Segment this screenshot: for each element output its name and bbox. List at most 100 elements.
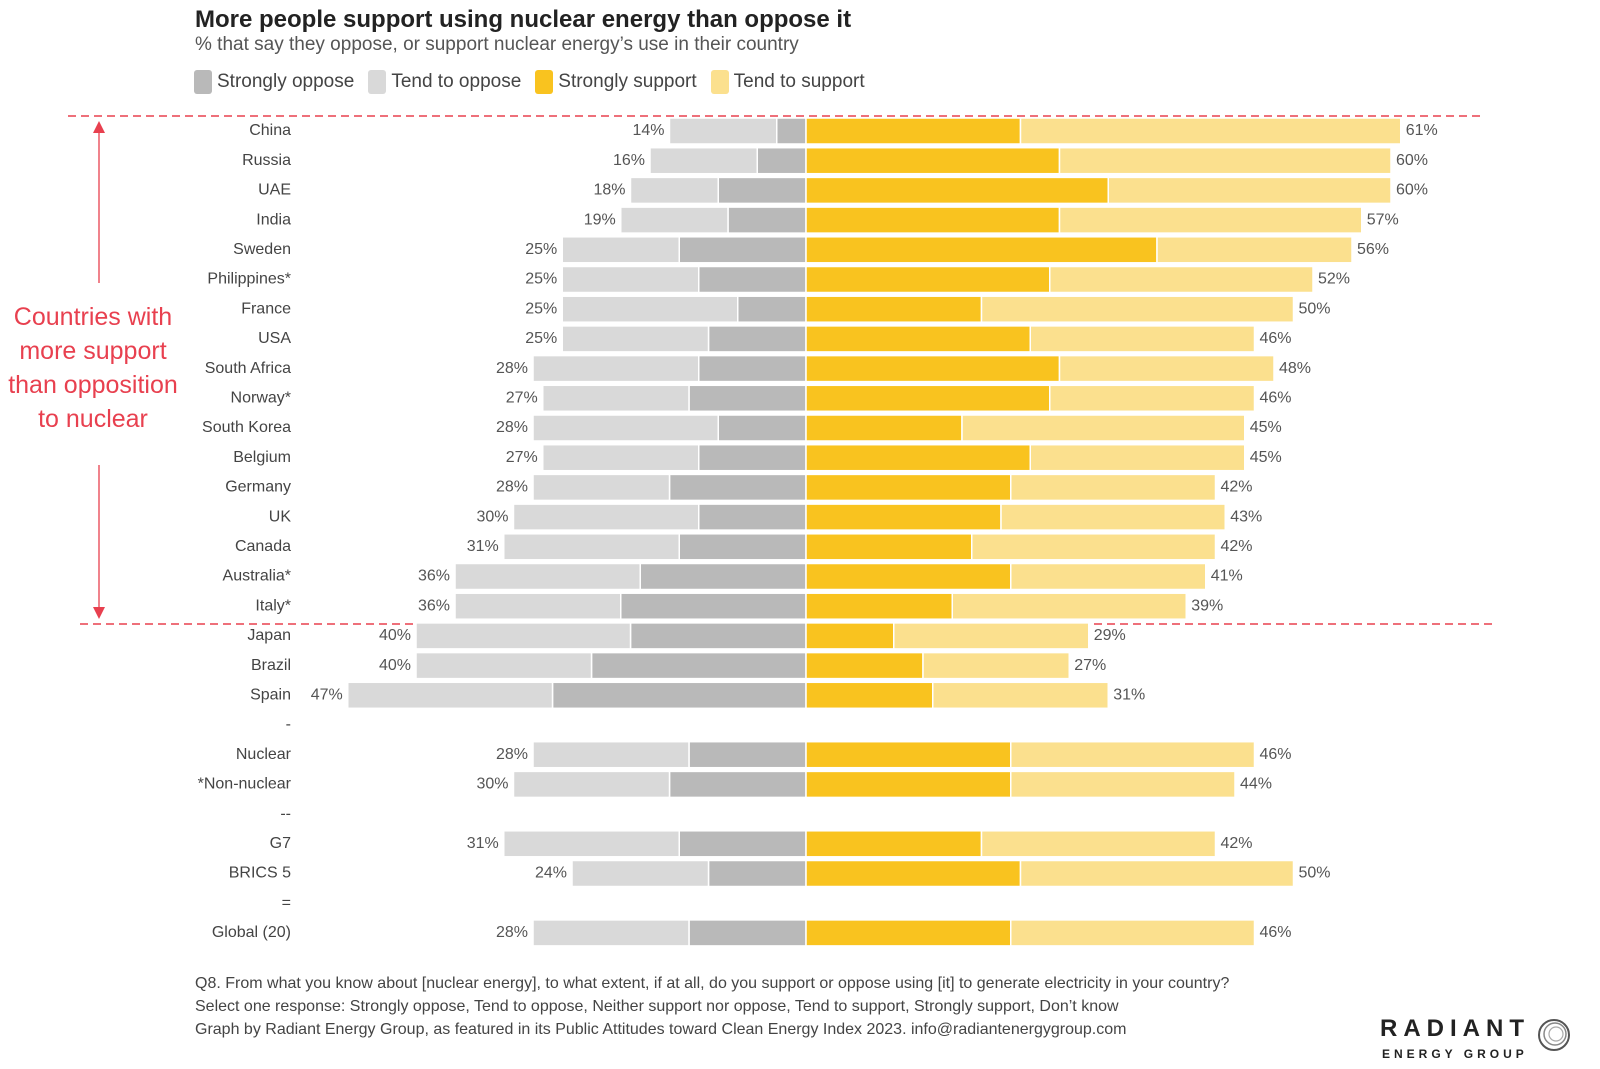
bar-tend-to-support bbox=[1019, 859, 1295, 888]
support-total-label: 48% bbox=[1279, 360, 1311, 377]
bar-strongly-oppose bbox=[756, 146, 807, 175]
bar-tend-to-oppose bbox=[668, 117, 778, 145]
support-total-label: 46% bbox=[1260, 390, 1292, 407]
support-total-label: 41% bbox=[1211, 568, 1243, 585]
bar-strongly-oppose bbox=[698, 265, 807, 294]
support-total-label: 42% bbox=[1221, 479, 1253, 496]
bar-tend-to-oppose bbox=[415, 622, 632, 650]
legend-swatch bbox=[535, 70, 554, 94]
bar-tend-to-oppose bbox=[561, 325, 710, 353]
oppose-total-label: 24% bbox=[535, 865, 567, 882]
bar-tend-to-support bbox=[1107, 176, 1392, 205]
oppose-total-label: 28% bbox=[496, 419, 528, 436]
bar-tend-to-oppose bbox=[454, 562, 641, 591]
oppose-total-label: 18% bbox=[593, 182, 625, 199]
row-label: - bbox=[286, 716, 291, 733]
row-label: India bbox=[256, 211, 291, 228]
row-label: Sweden bbox=[233, 241, 291, 258]
bar-strongly-support bbox=[805, 651, 924, 680]
oppose-total-label: 31% bbox=[467, 538, 499, 555]
oppose-total-label: 28% bbox=[496, 924, 528, 941]
bar-tend-to-support bbox=[1029, 443, 1246, 472]
bar-tend-to-oppose bbox=[454, 592, 622, 620]
bar-strongly-support bbox=[805, 830, 983, 858]
row-label: Nuclear bbox=[236, 746, 292, 763]
bar-tend-to-oppose bbox=[503, 533, 680, 561]
bar-tend-to-oppose bbox=[532, 473, 671, 502]
bar-strongly-support bbox=[805, 146, 1061, 175]
bar-strongly-oppose bbox=[678, 236, 807, 264]
bar-tend-to-support bbox=[1019, 117, 1402, 145]
oppose-total-label: 36% bbox=[418, 597, 450, 614]
bar-tend-to-support bbox=[1010, 770, 1236, 799]
bar-strongly-support bbox=[805, 295, 983, 323]
legend-label: Strongly oppose bbox=[217, 71, 355, 92]
bar-strongly-support bbox=[805, 354, 1061, 383]
bar-strongly-oppose bbox=[717, 414, 807, 442]
bar-tend-to-oppose bbox=[542, 384, 690, 413]
bar-tend-to-support bbox=[1029, 325, 1256, 353]
bar-strongly-support bbox=[805, 325, 1031, 353]
bar-tend-to-support bbox=[971, 533, 1217, 561]
row-label: Philippines* bbox=[207, 271, 291, 288]
support-total-label: 46% bbox=[1260, 924, 1292, 941]
footnote-source: Graph by Radiant Energy Group, as featur… bbox=[195, 1021, 1127, 1038]
support-total-label: 46% bbox=[1260, 746, 1292, 763]
support-total-label: 42% bbox=[1221, 538, 1253, 555]
oppose-total-label: 47% bbox=[311, 687, 343, 704]
bar-tend-to-oppose bbox=[649, 146, 758, 175]
bar-strongly-oppose bbox=[678, 830, 807, 858]
row-label: South Korea bbox=[202, 419, 291, 436]
support-total-label: 31% bbox=[1113, 687, 1145, 704]
bar-strongly-support bbox=[805, 533, 973, 561]
row-label: Russia bbox=[242, 152, 291, 169]
row-label: Global (20) bbox=[212, 924, 291, 941]
row-label: -- bbox=[280, 805, 291, 822]
annotation-arrow-down-head bbox=[93, 607, 105, 619]
bar-strongly-oppose bbox=[727, 206, 807, 234]
bar-tend-to-oppose bbox=[561, 295, 739, 323]
legend-swatch bbox=[194, 70, 212, 94]
bar-tend-to-support bbox=[1058, 206, 1363, 234]
legend-label: Tend to oppose bbox=[391, 71, 522, 92]
support-total-label: 42% bbox=[1221, 835, 1253, 852]
legend: Strongly oppose Tend to oppose Strongly … bbox=[194, 70, 865, 94]
bar-strongly-support bbox=[805, 473, 1012, 502]
bar-strongly-support bbox=[805, 265, 1051, 294]
bar-tend-to-oppose bbox=[347, 681, 554, 710]
bar-tend-to-support bbox=[922, 651, 1070, 680]
row-label: France bbox=[241, 300, 291, 317]
bar-strongly-support bbox=[805, 592, 953, 620]
legend-swatch bbox=[368, 70, 387, 94]
oppose-total-label: 14% bbox=[632, 122, 664, 139]
chart-title: More people support using nuclear energy… bbox=[195, 6, 852, 33]
bar-tend-to-support bbox=[961, 414, 1246, 442]
bar-tend-to-oppose bbox=[512, 503, 700, 531]
row-label: Spain bbox=[250, 687, 291, 704]
bar-strongly-support bbox=[805, 206, 1061, 234]
bar-tend-to-support bbox=[980, 295, 1295, 323]
support-total-label: 29% bbox=[1094, 627, 1126, 644]
support-total-label: 56% bbox=[1357, 241, 1389, 258]
bar-tend-to-support bbox=[1010, 562, 1207, 591]
bar-tend-to-oppose bbox=[542, 443, 700, 472]
support-total-label: 50% bbox=[1299, 300, 1331, 317]
bar-tend-to-oppose bbox=[415, 651, 593, 680]
bar-strongly-oppose bbox=[717, 176, 807, 205]
legend-swatch bbox=[710, 70, 729, 94]
bar-tend-to-oppose bbox=[561, 265, 700, 294]
bar-tend-to-support bbox=[1049, 384, 1256, 413]
row-label: *Non-nuclear bbox=[198, 776, 292, 793]
oppose-total-label: 25% bbox=[525, 330, 557, 347]
support-total-label: 57% bbox=[1367, 211, 1399, 228]
legend-item-tend-to-oppose: Tend to oppose bbox=[368, 70, 521, 94]
row-label: USA bbox=[258, 330, 291, 347]
bar-tend-to-support bbox=[1156, 236, 1353, 264]
bar-strongly-oppose bbox=[707, 325, 807, 353]
oppose-total-label: 27% bbox=[506, 449, 538, 466]
oppose-total-label: 36% bbox=[418, 568, 450, 585]
bar-tend-to-support bbox=[1049, 265, 1314, 294]
legend-label: Strongly support bbox=[558, 71, 697, 92]
bar-strongly-support bbox=[805, 740, 1012, 769]
